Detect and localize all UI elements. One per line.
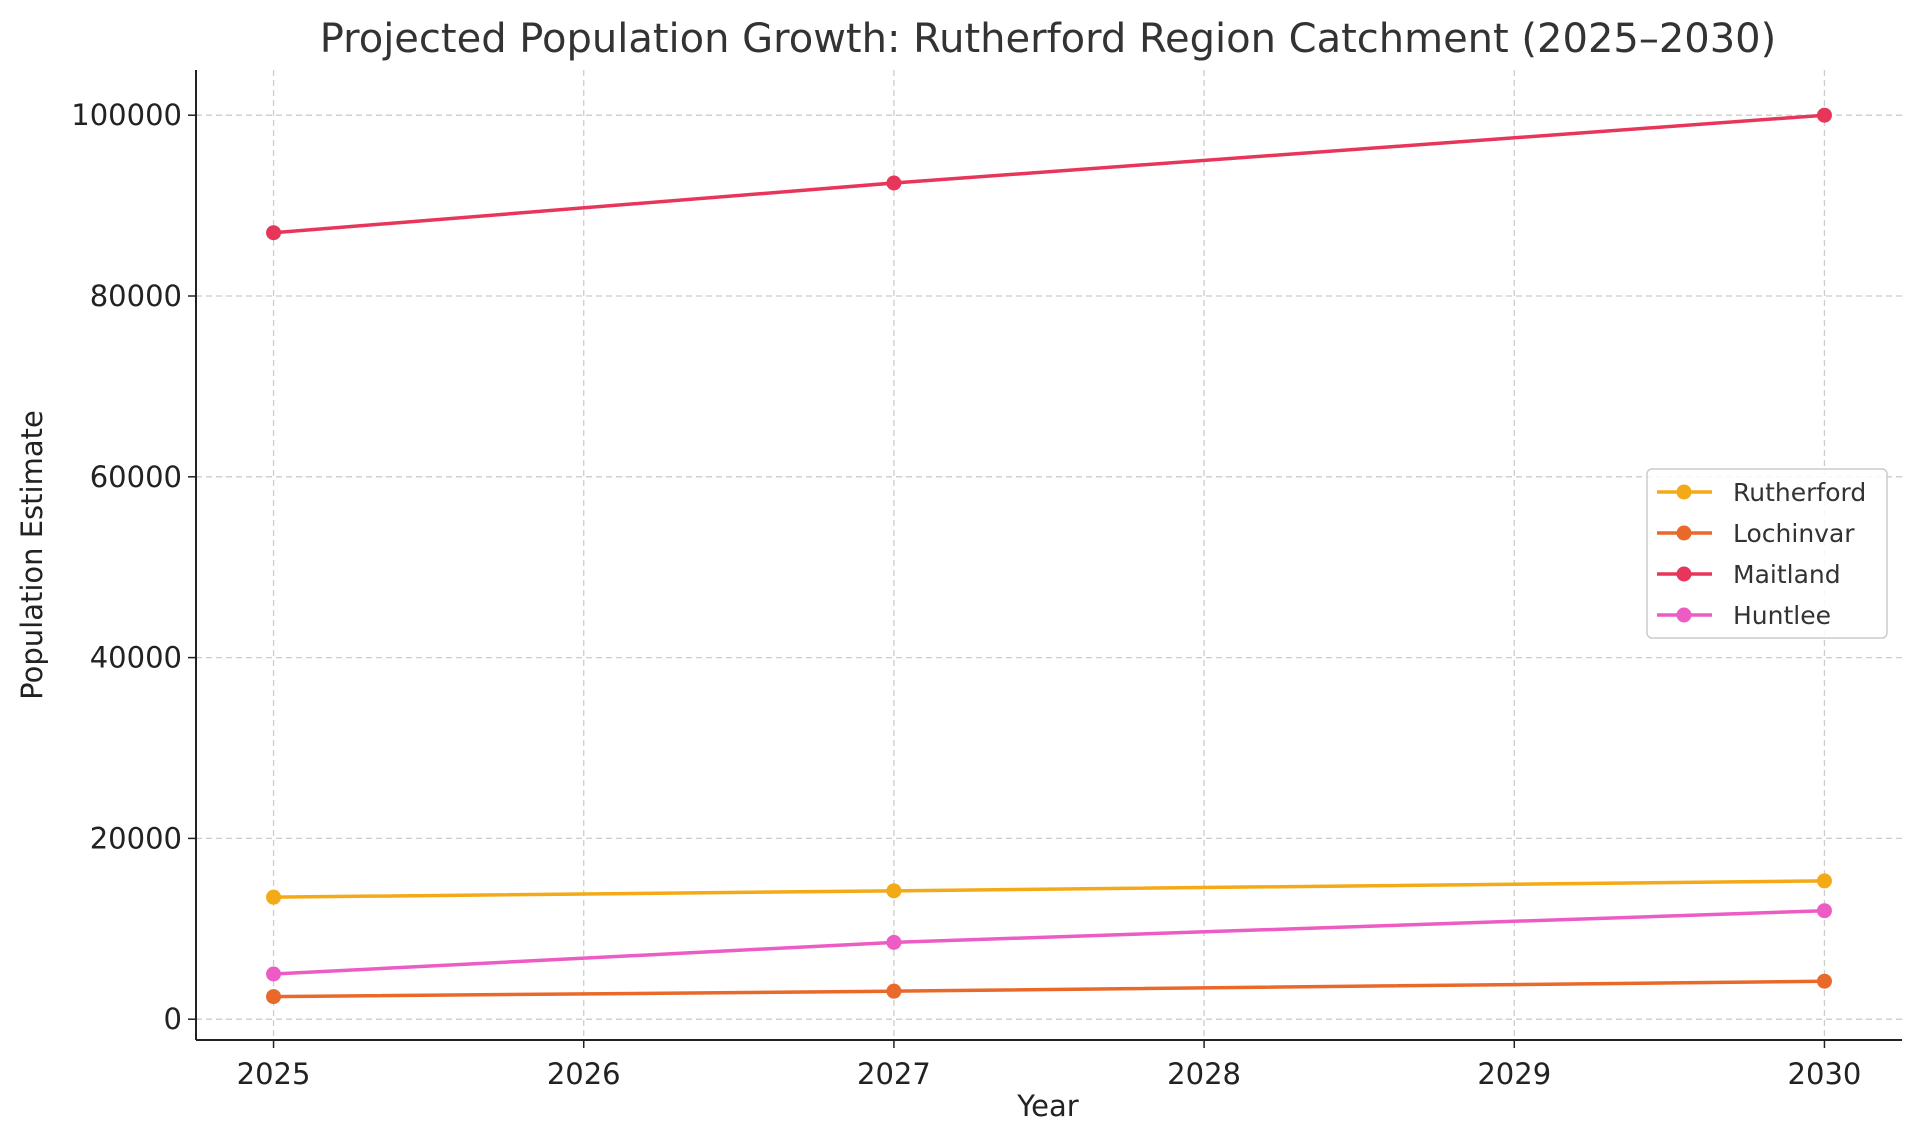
y-tick-label: 60000 bbox=[90, 460, 182, 494]
legend-box bbox=[1646, 468, 1888, 639]
y-tick-label: 20000 bbox=[90, 821, 182, 855]
data-point-rutherford bbox=[886, 883, 902, 899]
y-tick-label: 40000 bbox=[90, 641, 182, 675]
series-line-huntlee bbox=[273, 908, 1825, 976]
series-line-rutherford bbox=[273, 879, 1825, 899]
chart-title: Projected Population Growth: Rutherford … bbox=[320, 16, 1777, 62]
data-point-huntlee bbox=[886, 934, 902, 950]
y-tick-label: 80000 bbox=[90, 279, 182, 313]
x-tick-label: 2025 bbox=[237, 1057, 311, 1091]
x-tick-label: 2027 bbox=[857, 1057, 931, 1091]
series-line-maitland bbox=[273, 113, 1825, 235]
y-axis-label: Population Estimate bbox=[15, 410, 49, 700]
data-point-rutherford bbox=[1816, 873, 1832, 889]
grid bbox=[196, 70, 1902, 1040]
data-point-lochinvar bbox=[266, 989, 282, 1005]
y-tick-label: 100000 bbox=[71, 98, 182, 132]
legend: Rutherford Lochinvar Maitland Huntlee bbox=[1646, 468, 1888, 639]
legend-label: Rutherford bbox=[1733, 478, 1866, 507]
data-point-huntlee bbox=[266, 966, 282, 982]
data-point-maitland bbox=[886, 175, 902, 191]
legend-label: Lochinvar bbox=[1733, 519, 1855, 548]
x-tick-label: 2026 bbox=[547, 1057, 621, 1091]
series-group bbox=[266, 107, 1832, 1005]
data-point-maitland bbox=[266, 225, 282, 241]
legend-label: Huntlee bbox=[1733, 601, 1831, 630]
legend-marker bbox=[1676, 525, 1692, 541]
x-tick-label: 2028 bbox=[1167, 1057, 1241, 1091]
data-point-maitland bbox=[1816, 107, 1832, 123]
legend-marker bbox=[1676, 566, 1692, 582]
axes: 2025 2026 2027 2028 2029 2030 0 20000 40000 60000… bbox=[71, 70, 1902, 1091]
x-axis-label: Year bbox=[1016, 1089, 1078, 1123]
series-line-lochinvar bbox=[273, 979, 1825, 999]
data-point-lochinvar bbox=[886, 983, 902, 999]
x-tick-label: 2030 bbox=[1788, 1057, 1862, 1091]
legend-marker bbox=[1676, 607, 1692, 623]
data-point-huntlee bbox=[1816, 903, 1832, 919]
data-point-lochinvar bbox=[1816, 973, 1832, 989]
legend-label: Maitland bbox=[1733, 560, 1841, 589]
data-point-rutherford bbox=[266, 889, 282, 905]
y-tick-label: 0 bbox=[164, 1002, 182, 1036]
legend-marker bbox=[1676, 484, 1692, 500]
x-tick-label: 2029 bbox=[1477, 1057, 1551, 1091]
